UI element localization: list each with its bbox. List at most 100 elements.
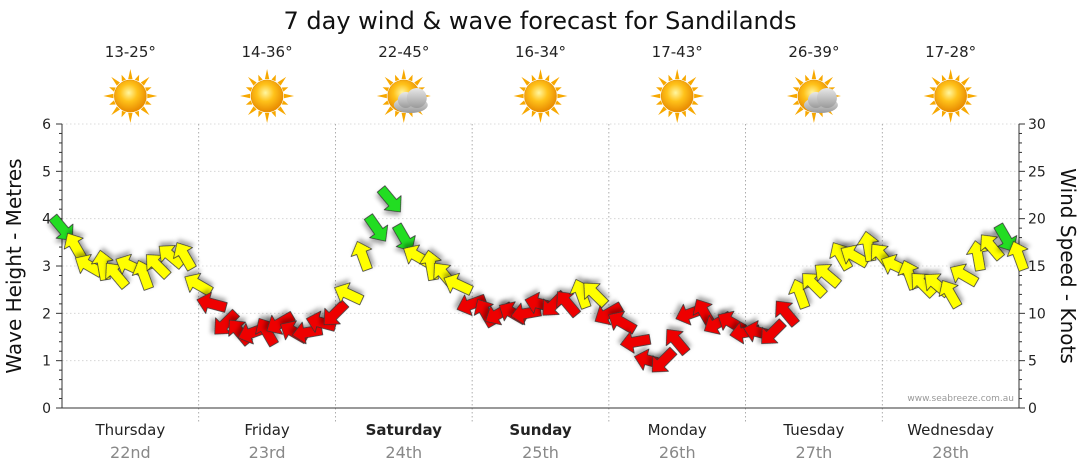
day-label-wednesday: Wednesday <box>907 421 994 439</box>
sun-ray <box>668 110 673 118</box>
sun-ray <box>961 76 970 86</box>
wind-arrow <box>184 272 214 297</box>
sun-ray <box>394 110 400 118</box>
wind-arrow <box>145 254 172 280</box>
sun-rays <box>923 69 978 123</box>
day-label-thursday: Thursday <box>94 421 165 439</box>
sun-ray <box>382 100 390 105</box>
wind-arrow <box>620 331 652 354</box>
wind-arrow <box>950 263 980 288</box>
sun-icon <box>103 69 158 123</box>
left-axis-tick-label: 4 <box>42 212 51 228</box>
sun-ray <box>931 106 941 116</box>
sun-ray <box>929 100 936 105</box>
sun-ray <box>948 112 953 123</box>
sun-ray <box>948 69 953 80</box>
sun-ray <box>965 100 972 105</box>
sun-ray <box>555 100 562 105</box>
sun-disc <box>114 79 147 113</box>
right-axis-tick-label: 25 <box>1028 164 1046 180</box>
sun-ray <box>538 112 543 123</box>
sun-ray <box>134 110 140 118</box>
wind-arrow <box>583 282 610 309</box>
sun-ray <box>271 74 276 82</box>
temperature-range-wednesday: 17-28° <box>925 43 976 61</box>
wind-arrow <box>775 300 800 328</box>
left-axis-tick-label: 3 <box>42 259 51 275</box>
sun-ray <box>557 93 568 99</box>
sun-ray <box>240 93 251 99</box>
sun-cloud-icon <box>786 69 841 123</box>
sun-ray <box>121 74 126 82</box>
sun-ray <box>283 93 295 99</box>
sun-ray <box>401 112 406 123</box>
sun-ray <box>955 74 960 82</box>
cloud-shape <box>803 88 838 113</box>
sun-ray <box>794 106 804 116</box>
sun-ray <box>140 76 150 86</box>
date-label-monday: 26th <box>659 443 696 462</box>
date-label-tuesday: 27th <box>796 443 833 462</box>
sun-icon <box>513 69 568 123</box>
sun-ray <box>555 87 562 92</box>
sun-ray <box>264 112 270 123</box>
wind-arrows <box>48 185 1029 373</box>
sun-ray <box>656 100 663 105</box>
wind-arrow <box>105 262 130 290</box>
sun-ray <box>967 93 978 99</box>
sun-rays <box>650 69 705 123</box>
sun-ray <box>394 74 400 82</box>
sun-ray <box>145 87 152 92</box>
sun-ray <box>121 110 126 118</box>
sun-ray <box>965 87 972 92</box>
sun-ray <box>923 93 934 99</box>
sun-ray <box>681 110 687 118</box>
wind-arrow <box>608 310 638 335</box>
wind-arrow <box>814 264 842 289</box>
date-label-friday: 23rd <box>249 443 286 462</box>
sun-ray <box>691 87 699 92</box>
day-label-monday: Monday <box>648 421 707 439</box>
temperature-range-thursday: 13-25° <box>105 43 156 61</box>
temperature-range-tuesday: 26-39° <box>788 43 839 61</box>
sun-ray <box>376 93 387 99</box>
x-axis-day-labels: Thursday 22nd Friday 23rd Saturday 24th Sunday… <box>94 421 994 462</box>
wind-arrow <box>48 213 74 241</box>
date-label-saturday: 24th <box>385 443 422 462</box>
wind-arrow <box>196 291 228 314</box>
sun-ray <box>521 106 531 116</box>
sun-ray <box>805 110 810 118</box>
sun-ray <box>531 74 537 82</box>
left-axis-title: Wave Height - Metres <box>2 158 26 373</box>
cloud-shape <box>393 88 428 113</box>
sun-ray <box>650 93 661 99</box>
sun-ray <box>929 87 936 92</box>
sun-ray <box>245 100 253 105</box>
sun-ray <box>111 106 120 116</box>
wind-arrow <box>802 273 828 299</box>
wind-arrow <box>63 232 88 263</box>
date-label-sunday: 25th <box>522 443 559 462</box>
wind-arrow <box>350 241 373 272</box>
right-axis-tick-label: 5 <box>1028 354 1037 370</box>
sun-ray <box>521 76 531 86</box>
sun-ray <box>538 69 543 80</box>
sun-ray <box>414 76 423 86</box>
day-label-friday: Friday <box>244 421 290 439</box>
date-label-thursday: 22nd <box>110 443 151 462</box>
wind-arrow <box>665 329 691 357</box>
sun-ray <box>277 106 287 116</box>
right-axis-tick-label: 0 <box>1028 401 1037 417</box>
left-axis-tick-label: 2 <box>42 306 51 322</box>
wind-arrow <box>376 185 402 213</box>
sun-ray <box>786 93 798 99</box>
sun-ray <box>513 93 524 99</box>
wind-arrow <box>323 299 350 326</box>
right-axis-tick-label: 10 <box>1028 306 1046 322</box>
sun-ray <box>281 100 289 105</box>
right-axis-title: Wind Speed - Knots <box>1056 168 1080 364</box>
sun-ray <box>109 100 116 105</box>
sun-ray <box>550 76 560 86</box>
right-axis-tick-label: 30 <box>1028 117 1046 133</box>
